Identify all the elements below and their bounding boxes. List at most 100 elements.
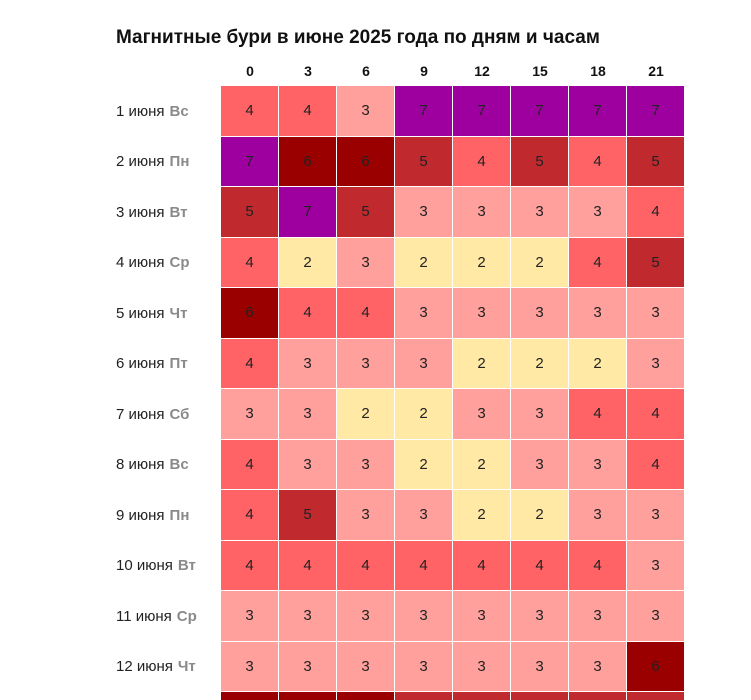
partial-cell: [569, 692, 626, 700]
kp-cell: 5: [627, 237, 685, 288]
kp-cell: 4: [337, 540, 395, 591]
weekday-text: Ср: [176, 607, 197, 625]
kp-cell: 4: [511, 540, 569, 591]
kp-cell: 2: [453, 439, 511, 490]
kp-cell: 3: [511, 591, 569, 642]
date-text: 1 июня: [116, 102, 165, 120]
kp-cell: 3: [337, 591, 395, 642]
kp-cell: 3: [511, 641, 569, 692]
kp-cell: 5: [221, 187, 279, 238]
kp-cell: 4: [279, 540, 337, 591]
kp-cell: 5: [279, 490, 337, 541]
kp-cell: 6: [279, 136, 337, 187]
kp-cell: 3: [569, 187, 627, 238]
weekday-text: Чт: [177, 658, 196, 676]
kp-cell: 4: [337, 288, 395, 339]
partial-cell: [337, 692, 394, 700]
weekday-text: Пт: [169, 355, 188, 373]
kp-cell: 4: [221, 86, 279, 137]
day-label: 12 июня Чт: [0, 642, 221, 693]
kp-cell: 4: [627, 439, 685, 490]
kp-cell: 2: [395, 439, 453, 490]
day-label: 7 июня Сб: [0, 389, 221, 440]
hour-label: 6: [362, 63, 370, 79]
day-label: 4 июня Ср: [0, 238, 221, 289]
hour-label: 12: [474, 63, 490, 79]
day-label: 2 июня Пн: [0, 137, 221, 188]
date-text: 12 июня: [116, 658, 173, 676]
kp-cell: 4: [453, 136, 511, 187]
next-row-partial: [221, 692, 685, 700]
hour-label: 15: [532, 63, 548, 79]
kp-cell: 2: [453, 490, 511, 541]
kp-cell: 3: [395, 288, 453, 339]
day-label: 1 июня Вс: [0, 86, 221, 137]
kp-cell: 4: [569, 389, 627, 440]
table-row: 6 июня Пт 4 3 3 3 2 2 2 3: [0, 338, 685, 389]
kp-cell: 2: [569, 338, 627, 389]
weekday-text: Сб: [169, 405, 190, 423]
kp-cell: 7: [569, 86, 627, 137]
table-row: 2 июня Пн 7 6 6 5 4 5 4 5: [0, 136, 685, 188]
kp-cell: 3: [395, 490, 453, 541]
kp-cell: 3: [511, 439, 569, 490]
kp-cell: 4: [569, 136, 627, 187]
table-row: 1 июня Вс 4 4 3 7 7 7 7 7: [0, 86, 685, 137]
table-row: 5 июня Чт 6 4 4 3 3 3 3 3: [0, 288, 685, 339]
kp-cell: 7: [221, 136, 279, 187]
table-row: 11 июня Ср 3 3 3 3 3 3 3 3: [0, 591, 685, 642]
kp-cell: 3: [453, 591, 511, 642]
kp-cell: 5: [511, 136, 569, 187]
day-label: 3 июня Вт: [0, 187, 221, 238]
kp-cell: 2: [511, 237, 569, 288]
partial-cell: [627, 692, 684, 700]
partial-cell: [221, 692, 278, 700]
partial-cell: [395, 692, 452, 700]
kp-cell: 4: [221, 338, 279, 389]
kp-cell: 3: [337, 338, 395, 389]
weekday-text: Ср: [169, 254, 190, 272]
kp-cell: 3: [569, 490, 627, 541]
weekday-text: Пн: [169, 506, 190, 524]
kp-cell: 6: [337, 136, 395, 187]
kp-cell: 3: [395, 641, 453, 692]
day-label: 11 июня Ср: [0, 591, 221, 642]
partial-cell: [279, 692, 336, 700]
kp-cell: 3: [221, 389, 279, 440]
kp-cell: 3: [627, 288, 685, 339]
kp-cell: 7: [279, 187, 337, 238]
table-row: 10 июня Вт 4 4 4 4 4 4 4 3: [0, 540, 685, 591]
kp-cell: 3: [279, 338, 337, 389]
table-row: 9 июня Пн 4 5 3 3 2 2 3 3: [0, 490, 685, 541]
kp-cell: 3: [569, 439, 627, 490]
kp-cell: 4: [569, 237, 627, 288]
kp-cell: 3: [279, 591, 337, 642]
kp-cell: 4: [221, 439, 279, 490]
date-text: 5 июня: [116, 304, 165, 322]
kp-cell: 3: [453, 641, 511, 692]
kp-cell: 2: [453, 338, 511, 389]
kp-cell: 2: [279, 237, 337, 288]
kp-cell: 3: [453, 288, 511, 339]
kp-cell: 7: [395, 86, 453, 137]
kp-cell: 4: [627, 389, 685, 440]
kp-cell: 2: [453, 237, 511, 288]
kp-cell: 4: [221, 490, 279, 541]
weekday-text: Вс: [169, 456, 189, 474]
kp-cell: 3: [395, 591, 453, 642]
date-text: 3 июня: [116, 203, 165, 221]
table-row: 7 июня Сб 3 3 2 2 3 3 4 4: [0, 389, 685, 440]
date-text: 7 июня: [116, 405, 165, 423]
kp-cell: 3: [511, 187, 569, 238]
kp-cell: 3: [279, 439, 337, 490]
date-text: 11 июня: [116, 607, 172, 625]
storm-table: 1 июня Вс 4 4 3 7 7 7 7 7 2 июня Пн 7 6 6 5 4 5 4 5 3 июня Вт…: [0, 86, 685, 692]
date-text: 8 июня: [116, 456, 165, 474]
kp-cell: 3: [627, 591, 685, 642]
hour-label: 0: [246, 63, 254, 79]
weekday-text: Пн: [169, 153, 190, 171]
kp-cell: 3: [395, 338, 453, 389]
kp-cell: 2: [395, 237, 453, 288]
kp-cell: 3: [453, 187, 511, 238]
kp-cell: 3: [337, 439, 395, 490]
